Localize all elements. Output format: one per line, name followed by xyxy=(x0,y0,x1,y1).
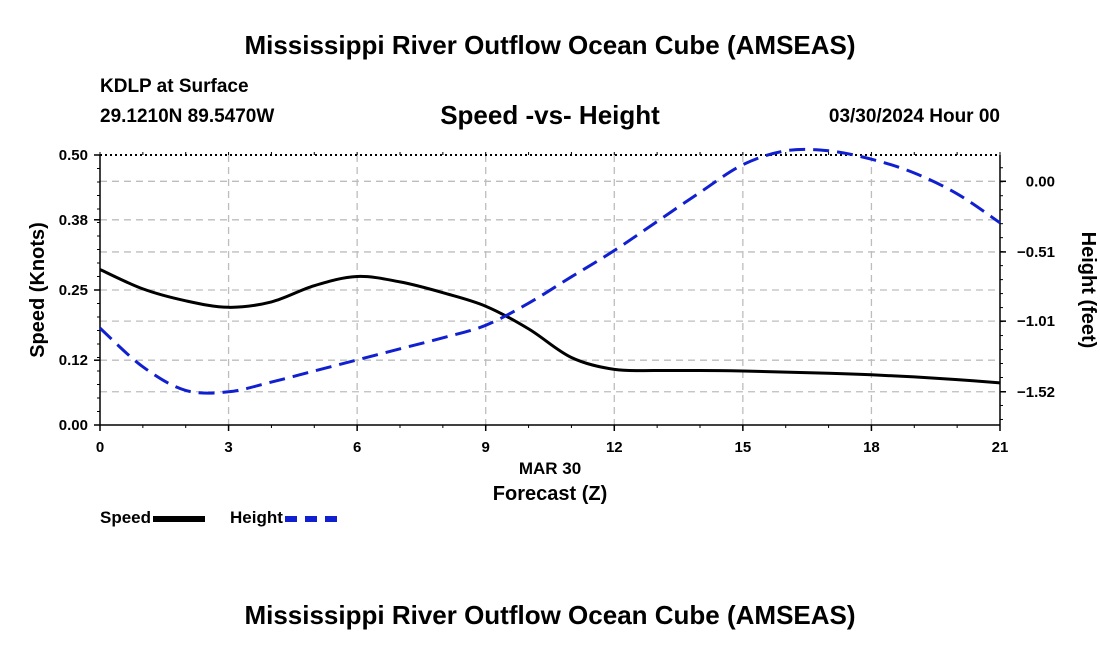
series-line-speed xyxy=(99,268,1001,385)
forecast-datestamp: 03/30/2024 Hour 00 xyxy=(828,106,1000,127)
legend-item-speed: Speed xyxy=(100,508,206,528)
station-label: KDLP at Surface xyxy=(100,76,249,97)
x-date-label: MAR 30 xyxy=(519,459,581,478)
legend-swatch-height xyxy=(284,515,337,522)
y2-tick-label: −1.52 xyxy=(1017,384,1055,401)
legend-label-speed: Speed xyxy=(100,508,152,527)
x-tick-label: 9 xyxy=(482,439,490,456)
y-axis-label: Speed (Knots) xyxy=(27,222,49,358)
location-coordinates: 29.1210N 89.5470W xyxy=(100,106,275,127)
legend-swatch-speed xyxy=(153,515,206,522)
series-line-height xyxy=(98,147,1001,395)
chart-series xyxy=(98,147,1001,395)
x-tick-label: 21 xyxy=(992,439,1009,456)
x-tick-label: 15 xyxy=(735,439,752,456)
chart-title: Mississippi River Outflow Ocean Cube (AM… xyxy=(244,30,856,60)
y-tick-label: 0.38 xyxy=(59,212,88,229)
x-tick-label: 6 xyxy=(353,439,361,456)
legend-label-height: Height xyxy=(230,508,283,527)
x-tick-label: 0 xyxy=(96,439,104,456)
y-tick-label: 0.12 xyxy=(59,352,88,369)
y-tick-label: 0.00 xyxy=(59,417,88,434)
y2-tick-label: −0.51 xyxy=(1017,244,1055,261)
y-tick-label: 0.25 xyxy=(59,282,88,299)
x-tick-label: 12 xyxy=(606,439,623,456)
y2-axis-label: Height (feet) xyxy=(1077,232,1099,349)
chart-subtitle-text: Speed -vs- Height xyxy=(440,100,660,130)
x-tick-label: 18 xyxy=(863,439,880,456)
chart-subtitle: Speed -vs- Height xyxy=(0,100,1100,131)
y-tick-label: 0.50 xyxy=(59,147,88,164)
legend-item-height: Height xyxy=(230,508,337,528)
chart-title-repeat: Mississippi River Outflow Ocean Cube (AM… xyxy=(244,600,856,630)
x-axis-label: Forecast (Z) xyxy=(493,483,607,505)
chart-ticks: 0 3 6 9 12 15 18 21 0.00 0.12 0.25 0.38 0.50 0.00 −0.5… xyxy=(59,147,1055,456)
y2-tick-label: −1.01 xyxy=(1017,313,1055,330)
x-tick-label: 3 xyxy=(224,439,232,456)
y2-tick-label: 0.00 xyxy=(1026,173,1055,190)
chart-grid xyxy=(100,155,1000,425)
